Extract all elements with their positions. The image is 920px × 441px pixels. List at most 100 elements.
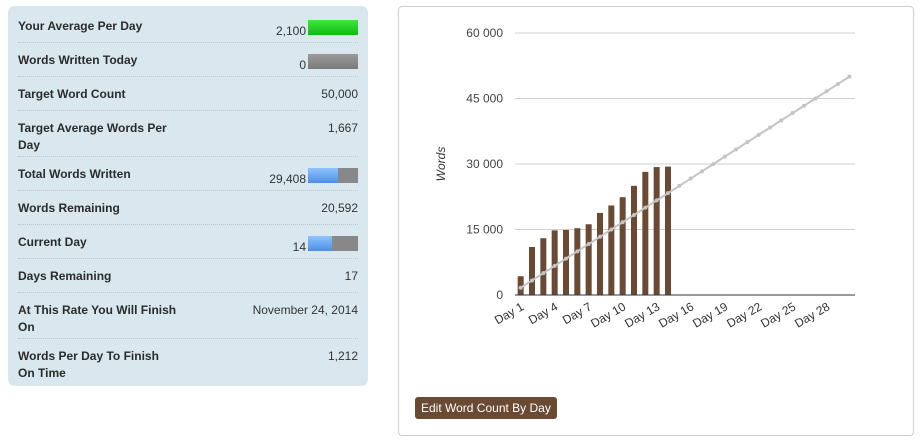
target-point: [564, 256, 568, 261]
stat-row: Total Words Written 29,408: [18, 156, 358, 191]
x-tick-label: Day 16: [656, 299, 696, 330]
y-axis-label: Words: [434, 147, 448, 182]
target-point: [541, 271, 546, 276]
target-point: [756, 132, 761, 137]
progress-fill: [308, 236, 332, 251]
target-point: [802, 103, 806, 108]
x-tick-label: Day 4: [526, 299, 560, 327]
y-tick-label: 0: [496, 288, 503, 302]
target-point: [768, 125, 772, 130]
bar: [665, 166, 671, 295]
word-count-chart: 0 15 000 30 000 45 000 60 000 Words Day 1 Day 4…: [434, 26, 855, 331]
stat-label: Your Average Per Day: [18, 19, 143, 33]
bar: [540, 238, 547, 295]
stat-label: Words Remaining: [18, 201, 120, 215]
target-point: [620, 220, 625, 225]
stat-row: Your Average Per Day 2,100: [18, 8, 358, 43]
stat-row: Current Day 14: [18, 224, 358, 259]
x-tick-label: Day 10: [588, 299, 628, 330]
bar: [574, 228, 581, 295]
stat-label: At This Rate You Will Finish On: [18, 303, 177, 334]
stat-row: Words Written Today 0: [18, 42, 358, 77]
stat-value: 17: [344, 269, 358, 283]
target-point: [632, 212, 636, 217]
target-point: [745, 140, 750, 145]
stat-row: Words Per Day To Finish On Time 1,212: [18, 338, 358, 384]
target-point: [790, 111, 795, 116]
x-tick-label: Day 1: [492, 299, 526, 327]
x-tick-label: Day 28: [792, 299, 832, 330]
target-point: [813, 96, 818, 101]
target-point: [643, 205, 648, 210]
target-point: [609, 227, 614, 232]
stat-value: 20,592: [321, 201, 358, 215]
progress-fill: [308, 168, 338, 183]
bar: [529, 246, 535, 295]
bar: [563, 229, 569, 295]
target-point: [552, 263, 557, 268]
y-tick-label: 30 000: [466, 157, 503, 171]
progress-bar: [308, 54, 358, 69]
stat-value: 1,212: [327, 349, 358, 363]
y-tick-label: 15 000: [466, 223, 503, 237]
stat-value: 14: [292, 240, 306, 254]
stat-label: Current Day: [18, 235, 87, 249]
target-point: [654, 198, 659, 203]
bar: [631, 185, 637, 295]
stat-row: At This Rate You Will Finish On November …: [18, 292, 358, 339]
target-point: [530, 278, 534, 283]
target-point: [586, 242, 591, 247]
target-point: [734, 147, 738, 152]
stat-value: 0: [299, 58, 306, 72]
stat-value: 50,000: [321, 87, 358, 101]
progress-bar: [308, 20, 358, 35]
stat-label: Words Per Day To Finish On Time: [18, 349, 159, 380]
stat-row: Days Remaining 17: [18, 258, 358, 293]
target-point: [688, 176, 693, 181]
stats-panel: Your Average Per Day 2,100 Words Written T…: [8, 6, 368, 386]
stat-label: Total Words Written: [18, 167, 131, 181]
stat-value: November 24, 2014: [252, 303, 358, 317]
bar: [585, 224, 592, 295]
stat-row: Target Average Words Per Day 1,667: [18, 110, 358, 157]
y-tick-label: 45 000: [466, 92, 503, 106]
target-point: [779, 118, 784, 123]
stat-value: 1,667: [327, 121, 358, 135]
target-point: [847, 74, 852, 79]
stat-row: Target Word Count 50,000: [18, 76, 358, 111]
x-tick-label: Day 7: [560, 299, 594, 327]
bar: [517, 276, 524, 295]
bar: [653, 167, 660, 295]
bar: [597, 212, 603, 295]
progress-fill: [308, 20, 358, 35]
progress-bar: [308, 168, 358, 183]
target-point: [518, 285, 523, 290]
target-point: [677, 183, 682, 188]
stat-label: Days Remaining: [18, 269, 112, 283]
target-point: [836, 81, 840, 86]
target-point: [824, 89, 829, 94]
chart-panel: 0 15 000 30 000 45 000 60 000 Words Day 1 Day 4…: [398, 6, 914, 436]
x-tick-label: Day 13: [622, 299, 662, 330]
stat-value: 29,408: [269, 172, 306, 186]
target-point: [575, 249, 580, 254]
stat-label: Words Written Today: [18, 53, 138, 67]
target-point: [598, 234, 602, 239]
edit-word-count-button[interactable]: Edit Word Count By Day: [415, 397, 557, 419]
target-point: [722, 154, 727, 159]
progress-bar: [308, 236, 358, 251]
stat-label: Target Word Count: [18, 87, 126, 101]
bar: [551, 230, 558, 295]
bar: [619, 197, 626, 295]
bar: [608, 205, 615, 295]
bar: [642, 171, 649, 295]
x-tick-label: Day 19: [690, 299, 730, 330]
target-point: [666, 191, 670, 196]
target-point: [711, 162, 716, 166]
x-tick-label: Day 25: [758, 299, 798, 330]
target-line: [520, 75, 850, 289]
stat-value: 2,100: [275, 24, 306, 38]
target-point: [700, 169, 704, 174]
x-tick-label: Day 22: [724, 299, 764, 330]
stat-row: Words Remaining 20,592: [18, 190, 358, 225]
